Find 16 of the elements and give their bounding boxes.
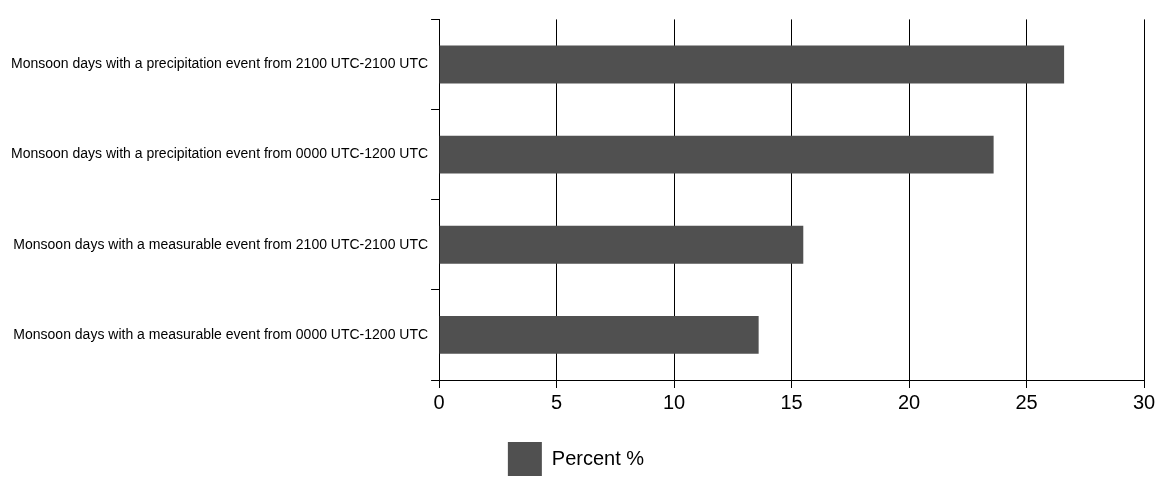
x-tick-label: 15: [780, 390, 803, 413]
x-tick-label: 5: [551, 390, 563, 413]
legend-label: Percent %: [551, 446, 645, 469]
y-tick-label: Monsoon days with a measurable event from 0000 UTC-1200 UTC: [13, 325, 429, 342]
x-tick-label: 30: [1132, 390, 1156, 413]
y-tick-label: Monsoon days with a precipitation event from 2100 UTC-2100 UTC: [10, 55, 429, 72]
bar: [439, 225, 804, 264]
bar: [439, 135, 994, 174]
y-tick-label: Monsoon days with a measurable event from 2100 UTC-2100 UTC: [13, 235, 429, 252]
x-tick-label: 25: [1015, 390, 1038, 413]
x-tick-label: 10: [662, 390, 686, 413]
bar: [439, 315, 759, 354]
x-tick-label: 0: [433, 390, 445, 413]
x-tick-label: 20: [897, 390, 921, 413]
y-tick-label: Monsoon days with a precipitation event from 0000 UTC-1200 UTC: [10, 145, 429, 162]
bar: [439, 45, 1065, 84]
